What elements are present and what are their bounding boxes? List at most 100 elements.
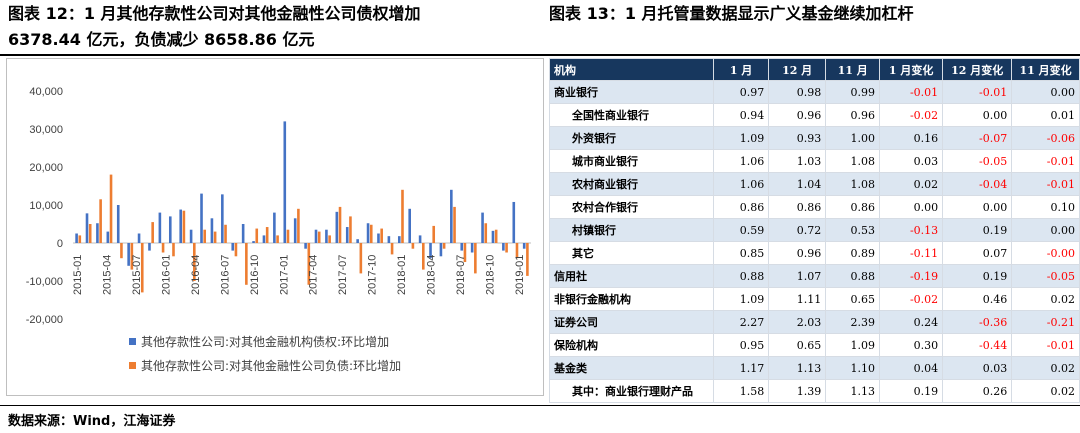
value-cell: -0.13 [878,218,944,242]
table-row: 村镇银行 0.59 0.72 0.53 -0.13 0.19 0.00 [548,218,1080,242]
value-cell: 0.00 [942,103,1013,127]
bar-series1 [283,121,287,243]
value-cell: 1.00 [825,126,880,150]
bar-series2 [505,243,508,253]
bar-series1 [512,201,516,243]
bar-series1 [148,243,151,251]
value-cell: 0.16 [878,126,944,150]
value-cell: -0.07 [942,126,1013,150]
bar-series2 [526,243,529,276]
value-cell: 0.96 [768,103,827,127]
y-tick-label: -20,000 [26,314,63,326]
bar-series2 [380,228,383,243]
value-cell: -0.05 [1011,264,1080,288]
bar-series2 [442,243,446,249]
value-cell: 1.13 [768,356,827,380]
bar-chart-panel: 40,000 30,000 20,000 10,000 0 -10,000 -20,000 2… [6,58,544,396]
x-tick-label: 2017-01 [278,255,290,295]
bar-series1 [137,233,141,243]
table-row: 全国性商业银行 0.94 0.96 0.96 -0.02 0.00 0.01 [548,103,1080,127]
x-tick-label: 2018-01 [396,255,408,295]
bar-series1 [408,208,411,243]
value-cell: 1.58 [713,379,770,403]
x-tick-label: 2015-04 [101,255,113,295]
bar-series1 [450,189,453,243]
bar-series2 [161,243,165,253]
x-tick-label: 2015-01 [72,255,84,295]
value-cell: -0.21 [1011,310,1080,334]
value-cell: 0.00 [878,195,944,219]
value-cell: 0.93 [768,126,827,150]
bar-series2 [234,243,238,257]
value-cell: 0.19 [878,379,944,403]
table-row: 非银行金融机构 1.09 1.11 0.65 -0.02 0.46 0.02 [548,287,1080,311]
bar-series2 [359,243,363,274]
bar-series1 [221,194,224,243]
value-cell: -0.06 [1011,126,1080,150]
value-cell: 0.00 [1011,80,1080,104]
value-cell: 2.27 [713,310,770,334]
table-row: 信用社 0.88 1.07 0.88 -0.19 0.19 -0.05 [548,264,1080,288]
value-cell: 0.26 [942,379,1013,403]
column-header: 1 月变化 [878,58,944,81]
bar-series2 [494,229,498,243]
value-cell: 0.98 [768,80,827,104]
value-cell: 1.04 [768,172,827,196]
bar-series1 [377,233,380,243]
institution-name: 其它 [548,241,715,265]
value-cell: 0.04 [878,356,944,380]
bar-series2 [245,243,248,285]
value-cell: 0.86 [713,195,770,219]
value-cell: 0.65 [825,287,880,311]
table-row: 农村合作银行 0.86 0.86 0.86 0.00 0.00 0.10 [548,195,1080,219]
value-cell: 2.39 [825,310,880,334]
bar-series1 [304,243,307,249]
bar-series1 [262,235,266,243]
value-cell: 0.59 [713,218,770,242]
chart-title-left: 图表 12：1 月其他存款性公司对其他金融性公司债权增加 [8,4,421,23]
institution-name: 外资银行 [548,126,715,150]
bar-series1 [460,243,464,251]
legend-swatch [129,338,136,345]
value-cell: 0.86 [768,195,827,219]
bar-series2 [411,243,415,249]
value-cell: 2.03 [768,310,827,334]
bar-series1 [387,236,391,243]
value-cell: 0.01 [1011,103,1080,127]
bar-series1 [491,230,495,243]
y-tick-label: 30,000 [29,124,63,136]
bar-series2 [78,235,82,243]
x-tick-label: 2018-07 [455,255,467,295]
bar-series1 [397,236,401,243]
bar-series1 [179,209,182,243]
bar-series2 [317,231,321,243]
value-cell: 0.88 [713,264,770,288]
table-row: 商业银行 0.97 0.98 0.99 -0.01 -0.01 0.00 [548,80,1080,104]
x-tick-label: 2016-04 [190,255,202,295]
y-tick-label: 20,000 [29,162,63,174]
value-cell: -0.01 [1011,333,1080,357]
value-cell: 0.88 [825,264,880,288]
bar-series2 [224,224,227,243]
value-cell: 0.97 [713,80,770,104]
value-cell: 0.99 [825,80,880,104]
bar-series2 [307,243,311,285]
bar-series1 [522,243,526,249]
value-cell: 0.02 [1011,379,1080,403]
value-cell: -0.01 [1011,172,1080,196]
value-cell: 0.00 [942,195,1013,219]
x-tick-label: 2016-07 [219,255,231,295]
bar-series2 [213,231,217,243]
bar-series2 [338,206,342,243]
table-row: 保险机构 0.95 0.65 1.09 0.30 -0.44 -0.01 [548,333,1080,357]
bar-series2 [453,206,456,243]
value-cell: -0.01 [942,80,1013,104]
bar-series1 [96,223,99,243]
bar-series1 [116,205,120,243]
value-cell: 0.46 [942,287,1013,311]
institution-name: 全国性商业银行 [548,103,715,127]
bar-series2 [203,229,207,243]
value-cell: 0.72 [768,218,827,242]
bar-series2 [515,243,519,259]
bar-series1 [325,229,328,243]
